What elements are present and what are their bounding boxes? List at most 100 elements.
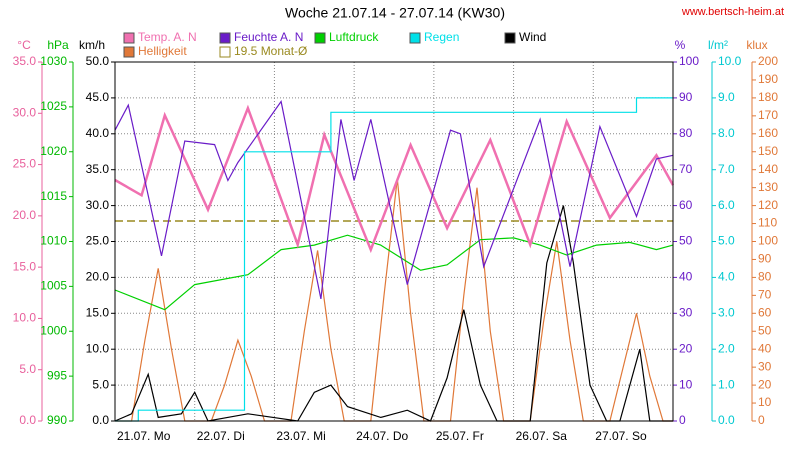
y-tick-label: 5.0: [92, 377, 109, 391]
y-tick-label: 0: [679, 413, 686, 427]
y-tick-label: 50: [679, 234, 693, 248]
y-tick-label: 140: [758, 162, 778, 176]
y-tick-label: 110: [758, 216, 777, 230]
x-tick-label: 23.07. Mi: [276, 429, 325, 443]
y-tick-label: 10.0: [86, 341, 110, 355]
y-tick-label: 100: [679, 54, 699, 68]
y-tick-label: 2.0: [718, 341, 735, 355]
y-tick-label: 10.0: [13, 311, 37, 325]
y-tick-label: 10: [758, 395, 772, 409]
y-tick-label: 60: [758, 305, 772, 319]
legend-swatch: [409, 32, 421, 44]
legend-label: Temp. A. N: [138, 30, 197, 44]
y-tick-label: 25.0: [13, 157, 37, 171]
y-tick-label: 150: [758, 144, 778, 158]
y-tick-label: 25.0: [86, 234, 110, 248]
legend-swatch: [219, 46, 231, 58]
x-tick-label: 21.07. Mo: [117, 429, 171, 443]
y-tick-label: 35.0: [86, 162, 110, 176]
y-tick-label: 70: [679, 162, 693, 176]
y-tick-label: 990: [47, 413, 67, 427]
y-tick-label: 5.0: [19, 362, 36, 376]
y-tick-label: 45.0: [86, 90, 110, 104]
y-tick-label: 5.0: [718, 234, 735, 248]
y-tick-label: 1025: [40, 99, 67, 113]
y-tick-label: 100: [758, 234, 778, 248]
y-tick-label: 30: [758, 359, 772, 373]
x-tick-label: 27.07. So: [595, 429, 647, 443]
y-tick-label: 1015: [40, 189, 67, 203]
y-tick-label: 7.0: [718, 162, 735, 176]
axis-unit: km/h: [79, 38, 105, 52]
y-tick-label: 20: [758, 377, 772, 391]
legend-swatch: [123, 46, 135, 58]
y-tick-label: 35.0: [13, 54, 37, 68]
y-tick-label: 80: [679, 126, 693, 140]
y-tick-label: 60: [679, 198, 693, 212]
legend-label: Regen: [424, 30, 459, 44]
y-tick-label: 995: [47, 368, 67, 382]
y-tick-label: 1020: [40, 144, 67, 158]
legend-label: Wind: [519, 30, 546, 44]
y-tick-label: 40: [679, 270, 693, 284]
axis-unit: l/m²: [708, 38, 728, 52]
y-tick-label: 30: [679, 305, 693, 319]
y-tick-label: 0.0: [92, 413, 109, 427]
y-tick-label: 120: [758, 198, 778, 212]
y-tick-label: 3.0: [718, 305, 735, 319]
y-tick-label: 0.0: [718, 413, 735, 427]
y-tick-label: 30.0: [13, 105, 37, 119]
y-tick-label: 10.0: [718, 54, 742, 68]
legend-label: 19.5 Monat-Ø: [234, 44, 307, 58]
series-line: [115, 97, 673, 422]
y-tick-label: 50.0: [86, 54, 110, 68]
y-tick-label: 40: [758, 341, 772, 355]
y-tick-label: 0: [758, 413, 765, 427]
y-tick-label: 15.0: [86, 305, 110, 319]
axis-unit: °C: [17, 38, 31, 52]
legend-swatch: [504, 32, 516, 44]
y-tick-label: 50: [758, 323, 772, 337]
y-tick-label: 0.0: [19, 413, 36, 427]
legend-label: Feuchte A. N: [234, 30, 303, 44]
y-tick-label: 90: [679, 90, 693, 104]
y-tick-label: 4.0: [718, 270, 735, 284]
y-tick-label: 9.0: [718, 90, 735, 104]
y-tick-label: 160: [758, 126, 778, 140]
y-tick-label: 30.0: [86, 198, 110, 212]
y-tick-label: 180: [758, 90, 778, 104]
y-tick-label: 70: [758, 288, 772, 302]
y-tick-label: 90: [758, 252, 772, 266]
y-tick-label: 170: [758, 108, 778, 122]
legend-label: Luftdruck: [329, 30, 379, 44]
x-tick-label: 26.07. Sa: [516, 429, 568, 443]
series-line: [114, 104, 675, 254]
plot-frame: [114, 61, 674, 422]
y-tick-label: 1005: [40, 279, 67, 293]
legend-swatch: [219, 32, 231, 44]
legend-swatch: [314, 32, 326, 44]
axis-unit: hPa: [47, 38, 69, 52]
legend-swatch: [123, 32, 135, 44]
axis-unit: %: [675, 38, 686, 52]
series-line: [114, 234, 674, 311]
y-tick-label: 10: [679, 377, 693, 391]
y-tick-label: 20: [679, 341, 693, 355]
chart-title: Woche 21.07.14 - 27.07.14 (KW30): [285, 5, 505, 21]
y-tick-label: 130: [758, 180, 778, 194]
y-tick-label: 20.0: [86, 270, 110, 284]
series-line: [114, 100, 674, 300]
y-tick-label: 1.0: [718, 377, 735, 391]
y-tick-label: 20.0: [13, 208, 37, 222]
x-tick-label: 22.07. Di: [197, 429, 245, 443]
y-tick-label: 200: [758, 54, 778, 68]
y-tick-label: 15.0: [13, 259, 37, 273]
y-tick-label: 8.0: [718, 126, 735, 140]
axis-unit: klux: [746, 38, 767, 52]
x-tick-label: 25.07. Fr: [436, 429, 484, 443]
legend-label: Helligkeit: [138, 44, 187, 58]
y-tick-label: 190: [758, 72, 778, 86]
y-tick-label: 1030: [40, 54, 67, 68]
y-tick-label: 1010: [40, 234, 67, 248]
